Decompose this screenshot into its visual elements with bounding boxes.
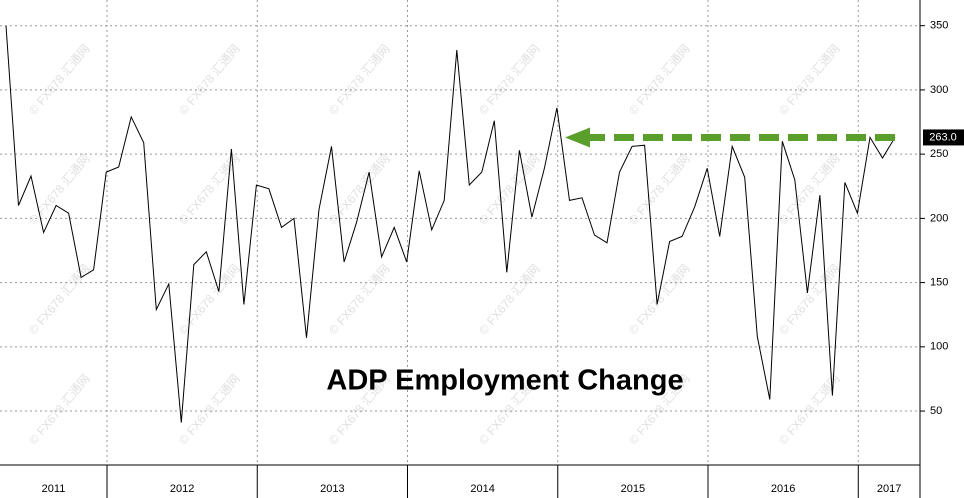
data-line	[5, 25, 896, 423]
last-value-tag	[923, 129, 964, 146]
y-tick-label: 50	[930, 405, 942, 417]
plot	[5, 25, 896, 423]
x-tick-label: 2016	[771, 483, 795, 495]
x-tick-label: 2011	[42, 483, 66, 495]
y-tick-label: 350	[930, 20, 948, 32]
last-value-label: 263.0	[929, 131, 957, 143]
y-tick-label: 250	[930, 148, 948, 160]
x-tick-label: 2014	[470, 483, 494, 495]
y-tick-label: 300	[930, 84, 948, 96]
y-tick-label: 150	[930, 277, 948, 289]
y-tick-label: 200	[930, 212, 948, 224]
chart-title: ADP Employment Change	[326, 365, 683, 397]
x-tick-label: 2017	[877, 483, 901, 495]
x-tick-label: 2013	[320, 483, 344, 495]
x-tick-label: 2012	[170, 483, 194, 495]
y-tick-label: 100	[930, 341, 948, 353]
x-tick-label: 2015	[621, 483, 645, 495]
arrow-head	[565, 127, 590, 148]
